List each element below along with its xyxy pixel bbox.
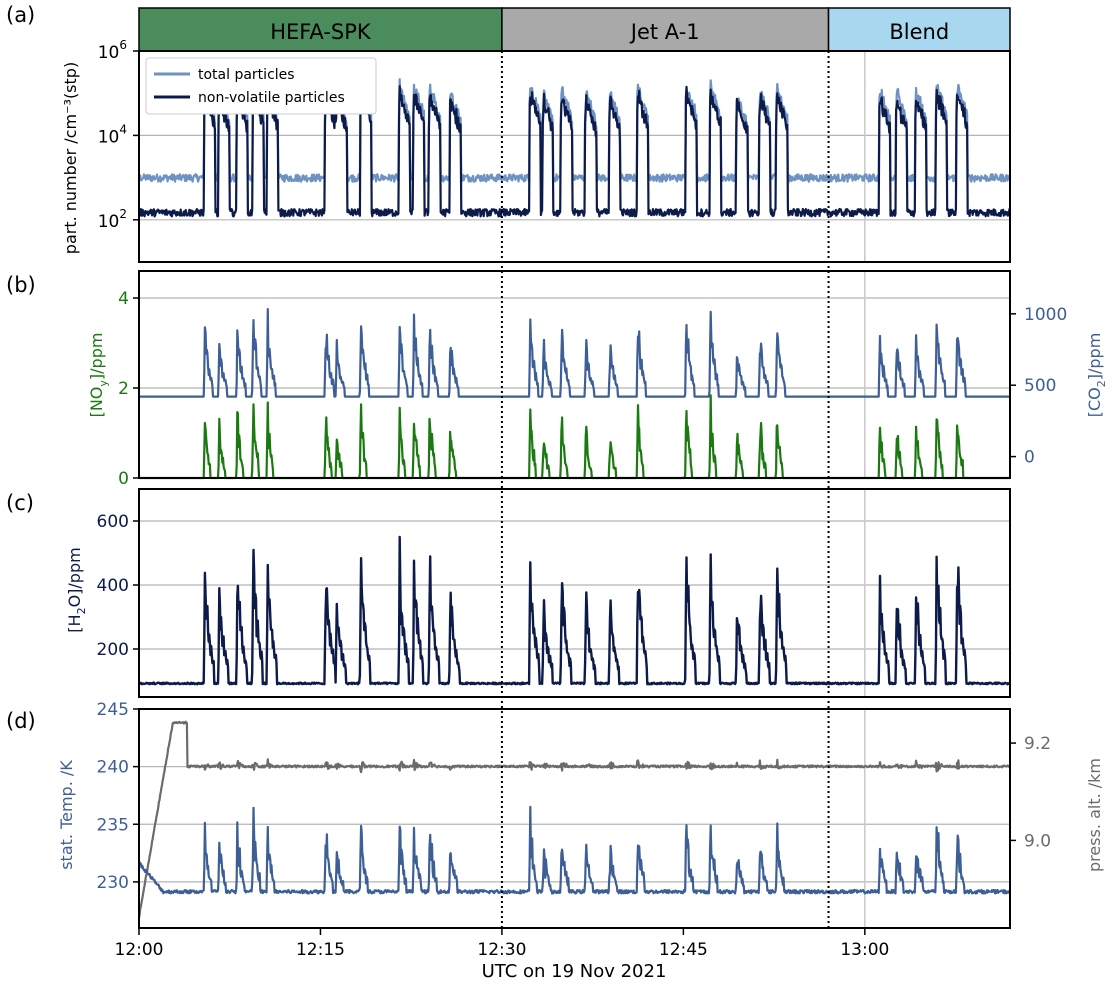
x-tick-label: 13:00 [840, 940, 889, 960]
panel-label-a: (a) [6, 3, 35, 27]
panel-d-ylabel-left: stat. Temp. /K [57, 760, 76, 870]
panel-d-ylabel-right: press. alt. /km [1085, 758, 1104, 872]
axis-ticks: 1021041060240500100020040060023023524024… [97, 38, 1068, 960]
y-tick-label-right: 9.0 [1024, 831, 1051, 851]
series-nonvolatile-particles [137, 83, 1012, 218]
phase-label: HEFA-SPK [270, 20, 372, 44]
y-tick-label-right: 500 [1024, 376, 1056, 396]
panel-label-c: (c) [6, 491, 34, 515]
x-tick-label: 12:00 [115, 940, 164, 960]
y-tick-label: 600 [97, 512, 129, 532]
y-tick-label: 4 [118, 289, 129, 309]
series-co2 [138, 308, 1011, 398]
panel-frames [138, 50, 1011, 929]
phase-label: Blend [889, 20, 949, 44]
y-tick-label: 245 [97, 700, 129, 720]
y-tick-label-right: 1000 [1024, 305, 1067, 325]
phase-bar [827, 7, 1011, 52]
y-tick-label: 104 [98, 122, 127, 147]
legend-total-particles: total particles [198, 67, 295, 83]
series-total-particles [138, 78, 1012, 183]
x-tick-label: 12:30 [477, 940, 526, 960]
panel-b-ylabel-right: [CO2]/ppm [1085, 333, 1108, 418]
panel-a-ylabel: part. number /cm⁻³(stp) [61, 62, 80, 254]
y-tick-label-right: 0 [1024, 448, 1035, 468]
phase-boundary-lines [500, 51, 830, 928]
series-h2o [138, 535, 1011, 686]
panel-frame-a [138, 50, 1011, 263]
panel-label-b: (b) [6, 273, 36, 297]
panel-b-ylabel-left: [NOy]/ppm [87, 333, 110, 418]
y-tick-label: 400 [97, 576, 129, 596]
panel-frame-c [138, 488, 1011, 698]
y-tick-label: 2 [118, 379, 129, 399]
y-tick-label: 235 [97, 815, 129, 835]
phase-label: Jet A-1 [629, 20, 700, 44]
series-pressure-altitude [137, 720, 1012, 919]
series-temperature [137, 805, 1011, 895]
panel-label-d: (d) [6, 709, 36, 733]
y-tick-label: 0 [118, 469, 129, 489]
x-tick-label: 12:45 [659, 940, 708, 960]
y-tick-label: 230 [97, 873, 129, 893]
y-tick-label: 106 [98, 38, 127, 63]
y-tick-label: 200 [97, 640, 129, 660]
legend-nonvolatile-particles: non-volatile particles [198, 90, 345, 106]
panel-frame-d [138, 708, 1011, 929]
phase-bar [138, 7, 503, 52]
y-tick-label: 240 [97, 758, 129, 778]
series-noy [138, 394, 1011, 480]
y-tick-label: 102 [98, 207, 127, 232]
legend: total particles non-volatile particles [145, 57, 377, 115]
panel-c-ylabel: [H2O]/ppm [65, 547, 88, 632]
x-tick-label: 12:15 [296, 940, 345, 960]
phase-bar [501, 7, 830, 52]
y-tick-label-right: 9.2 [1024, 734, 1051, 754]
panel-frame-b [138, 270, 1011, 479]
phase-header: HEFA-SPK Jet A-1 Blend [138, 7, 1011, 52]
plot-lines [137, 78, 1012, 919]
x-axis-label: UTC on 19 Nov 2021 [482, 961, 667, 982]
